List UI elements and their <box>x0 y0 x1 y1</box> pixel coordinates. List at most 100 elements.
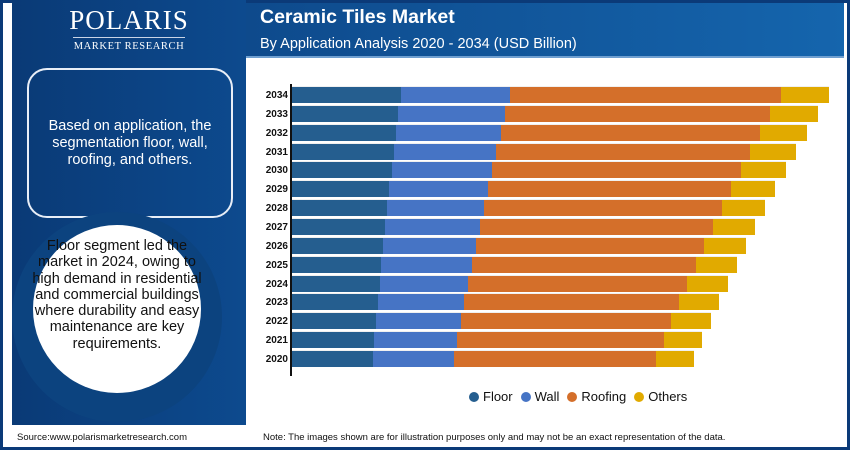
year-label: 2028 <box>265 203 288 215</box>
bar-row: 2024 <box>246 275 844 293</box>
year-label: 2025 <box>265 259 288 271</box>
bar-row: 2031 <box>246 143 844 161</box>
bar-segment-roofing <box>480 218 713 235</box>
bar-segment-floor <box>292 105 398 122</box>
bar-segment-wall <box>392 162 492 179</box>
bar-segment-wall <box>374 332 457 349</box>
bar-segment-others <box>741 162 786 179</box>
stacked-bar <box>292 237 746 254</box>
stacked-bar <box>292 350 694 367</box>
bar-segment-wall <box>383 237 476 254</box>
bar-segment-roofing <box>464 294 679 311</box>
year-label: 2029 <box>265 184 288 196</box>
bar-segment-floor <box>292 275 380 292</box>
bar-segment-others <box>656 350 694 367</box>
bar-segment-roofing <box>501 124 760 141</box>
bar-segment-floor <box>292 256 381 273</box>
stacked-bar <box>292 105 818 122</box>
bar-segment-floor <box>292 313 376 330</box>
bar-segment-wall <box>376 313 461 330</box>
bar-segment-floor <box>292 332 374 349</box>
chart-legend: Floor Wall Roofing Others <box>469 389 687 404</box>
bar-segment-roofing <box>505 105 770 122</box>
bar-segment-floor <box>292 200 387 217</box>
highlight-text: Floor segment led the market in 2024, ow… <box>32 238 202 352</box>
brand-name: POLARIS <box>69 5 189 35</box>
bar-row: 2026 <box>246 237 844 255</box>
bar-segment-floor <box>292 294 378 311</box>
y-axis-line <box>290 84 292 376</box>
bar-row: 2025 <box>246 256 844 274</box>
floor-swatch-icon <box>469 391 479 402</box>
bar-segment-roofing <box>472 256 696 273</box>
legend-label: Floor <box>483 389 513 404</box>
year-label: 2030 <box>265 165 288 177</box>
bar-segment-roofing <box>468 275 687 292</box>
stacked-bar <box>292 256 737 273</box>
bar-segment-wall <box>396 124 501 141</box>
bar-segment-others <box>781 87 829 103</box>
stacked-bar <box>292 124 807 141</box>
bar-segment-wall <box>394 143 496 160</box>
bar-segment-floor <box>292 350 373 367</box>
bar-segment-roofing <box>454 350 656 367</box>
bar-segment-others <box>704 237 746 254</box>
bar-segment-floor <box>292 218 385 235</box>
disclaimer-note: Note: The images shown are for illustrat… <box>263 432 726 443</box>
roofing-swatch-icon <box>567 391 578 402</box>
bar-row: 2028 <box>246 200 844 217</box>
bar-row: 2023 <box>246 294 844 311</box>
bar-segment-floor <box>292 162 392 179</box>
bar-segment-wall <box>378 294 464 311</box>
bar-segment-others <box>713 218 755 235</box>
bar-row: 2034 <box>246 87 844 104</box>
bar-segment-others <box>696 256 737 273</box>
bar-segment-roofing <box>461 313 671 330</box>
year-label: 2022 <box>265 316 288 328</box>
year-label: 2034 <box>265 90 288 101</box>
bar-row: 2030 <box>246 162 844 179</box>
year-label: 2033 <box>265 108 288 120</box>
chart-title: Ceramic Tiles Market <box>260 6 455 28</box>
bar-segment-wall <box>401 87 510 103</box>
bar-segment-roofing <box>496 143 750 160</box>
bar-segment-others <box>687 275 728 292</box>
chart-subtitle: By Application Analysis 2020 - 2034 (USD… <box>260 36 577 52</box>
legend-label: Wall <box>534 389 560 404</box>
legend-label: Roofing <box>581 389 627 404</box>
stacked-bar <box>292 181 775 198</box>
stacked-bar <box>292 275 728 292</box>
bar-segment-floor <box>292 124 396 141</box>
bar-segment-others <box>664 332 702 349</box>
bar-segment-roofing <box>484 200 722 217</box>
segmentation-info-box: Based on application, the segmentation f… <box>27 68 233 218</box>
bar-segment-floor <box>292 87 401 103</box>
legend-label: Others <box>648 389 688 404</box>
bar-row: 2022 <box>246 313 844 330</box>
year-label: 2032 <box>265 127 288 139</box>
bar-row: 2020 <box>246 350 844 368</box>
highlight-circle <box>33 225 201 393</box>
bar-segment-others <box>760 124 807 141</box>
stacked-bar-chart: 2034 2033 2032 2031 2030 2029 2028 2027 2026 2025… <box>246 60 844 418</box>
year-label: 2020 <box>265 353 288 365</box>
bar-segment-others <box>722 200 765 217</box>
bar-segment-floor <box>292 181 389 198</box>
legend-item-floor: Floor <box>469 389 513 404</box>
stacked-bar <box>292 294 719 311</box>
year-label: 2023 <box>265 297 288 309</box>
year-label: 2027 <box>265 221 288 233</box>
bar-segment-others <box>731 181 775 198</box>
bar-segment-roofing <box>492 162 741 179</box>
bar-segment-roofing <box>488 181 731 198</box>
bar-segment-floor <box>292 143 394 160</box>
bar-segment-roofing <box>476 237 704 254</box>
bar-row: 2029 <box>246 181 844 198</box>
stacked-bar <box>292 218 755 235</box>
segmentation-info-text: Based on application, the segmentation f… <box>48 117 212 168</box>
year-label: 2021 <box>265 335 288 347</box>
logo: POLARIS MARKET RESEARCH <box>12 5 246 52</box>
bar-segment-others <box>671 313 711 330</box>
stacked-bar <box>292 313 711 330</box>
bar-segment-floor <box>292 237 383 254</box>
